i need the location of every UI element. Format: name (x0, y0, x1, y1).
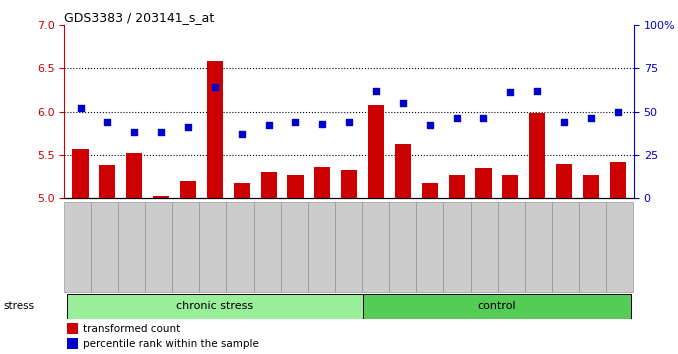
Bar (610, 162, 626, 198)
Bar (341, 170, 357, 198)
Point (371, 88, 382, 93)
Point (478, 116, 489, 121)
Point (237, 131, 247, 137)
Point (290, 119, 301, 125)
Bar (529, 113, 545, 198)
Text: GSM194161: GSM194161 (291, 206, 300, 255)
Text: GSM194155: GSM194155 (129, 206, 139, 255)
Text: GSM194153: GSM194153 (76, 206, 85, 255)
Text: transformed count: transformed count (83, 324, 180, 334)
Text: GSM194154: GSM194154 (103, 206, 112, 255)
Point (586, 116, 597, 121)
Text: GSM194156: GSM194156 (157, 206, 165, 255)
Point (102, 119, 113, 125)
Bar (314, 167, 330, 198)
Point (182, 124, 193, 130)
Text: GSM194163: GSM194163 (344, 206, 354, 255)
Point (263, 122, 274, 128)
Text: GSM194159: GSM194159 (237, 206, 246, 255)
Text: GSM194165: GSM194165 (399, 206, 407, 255)
Point (532, 88, 542, 93)
Bar (395, 144, 411, 198)
Point (397, 100, 408, 105)
Bar (583, 175, 599, 198)
Text: GSM194169: GSM194169 (506, 206, 515, 255)
Text: GSM194166: GSM194166 (425, 206, 435, 255)
Text: GSM194160: GSM194160 (264, 206, 273, 255)
Text: percentile rank within the sample: percentile rank within the sample (83, 339, 258, 349)
Bar (67, 294, 363, 319)
Bar (368, 104, 384, 198)
Bar (100, 165, 115, 198)
Bar (207, 61, 223, 198)
Text: GSM194171: GSM194171 (559, 206, 569, 255)
Bar (260, 172, 277, 198)
Text: GSM194158: GSM194158 (210, 206, 220, 255)
Point (505, 90, 516, 95)
Bar (67, 338, 77, 349)
Point (156, 130, 167, 135)
Point (451, 116, 462, 121)
Text: GSM194172: GSM194172 (586, 206, 595, 255)
Point (129, 130, 140, 135)
Text: stress: stress (3, 301, 35, 311)
Bar (475, 168, 492, 198)
Point (424, 122, 435, 128)
Text: GDS3383 / 203141_s_at: GDS3383 / 203141_s_at (64, 11, 215, 24)
Bar (73, 149, 89, 198)
Point (612, 109, 623, 114)
Bar (556, 164, 572, 198)
Bar (234, 183, 250, 198)
Text: GSM194167: GSM194167 (452, 206, 461, 255)
Bar (502, 175, 519, 198)
Text: GSM194162: GSM194162 (318, 206, 327, 255)
Text: GSM194157: GSM194157 (184, 206, 193, 255)
Bar (180, 181, 196, 198)
Text: GSM194168: GSM194168 (479, 206, 488, 255)
Text: GSM194170: GSM194170 (533, 206, 542, 255)
Text: chronic stress: chronic stress (176, 301, 254, 311)
Bar (67, 324, 77, 334)
Point (210, 84, 220, 90)
Bar (449, 175, 464, 198)
Text: GSM194164: GSM194164 (372, 206, 380, 255)
Bar (153, 196, 170, 198)
Text: control: control (477, 301, 516, 311)
Point (75, 105, 86, 111)
Point (559, 119, 570, 125)
Bar (363, 294, 631, 319)
Bar (126, 153, 142, 198)
Bar (287, 175, 304, 198)
Bar (422, 183, 438, 198)
Point (317, 121, 327, 126)
Point (344, 119, 355, 125)
Text: GSM194173: GSM194173 (614, 206, 622, 255)
